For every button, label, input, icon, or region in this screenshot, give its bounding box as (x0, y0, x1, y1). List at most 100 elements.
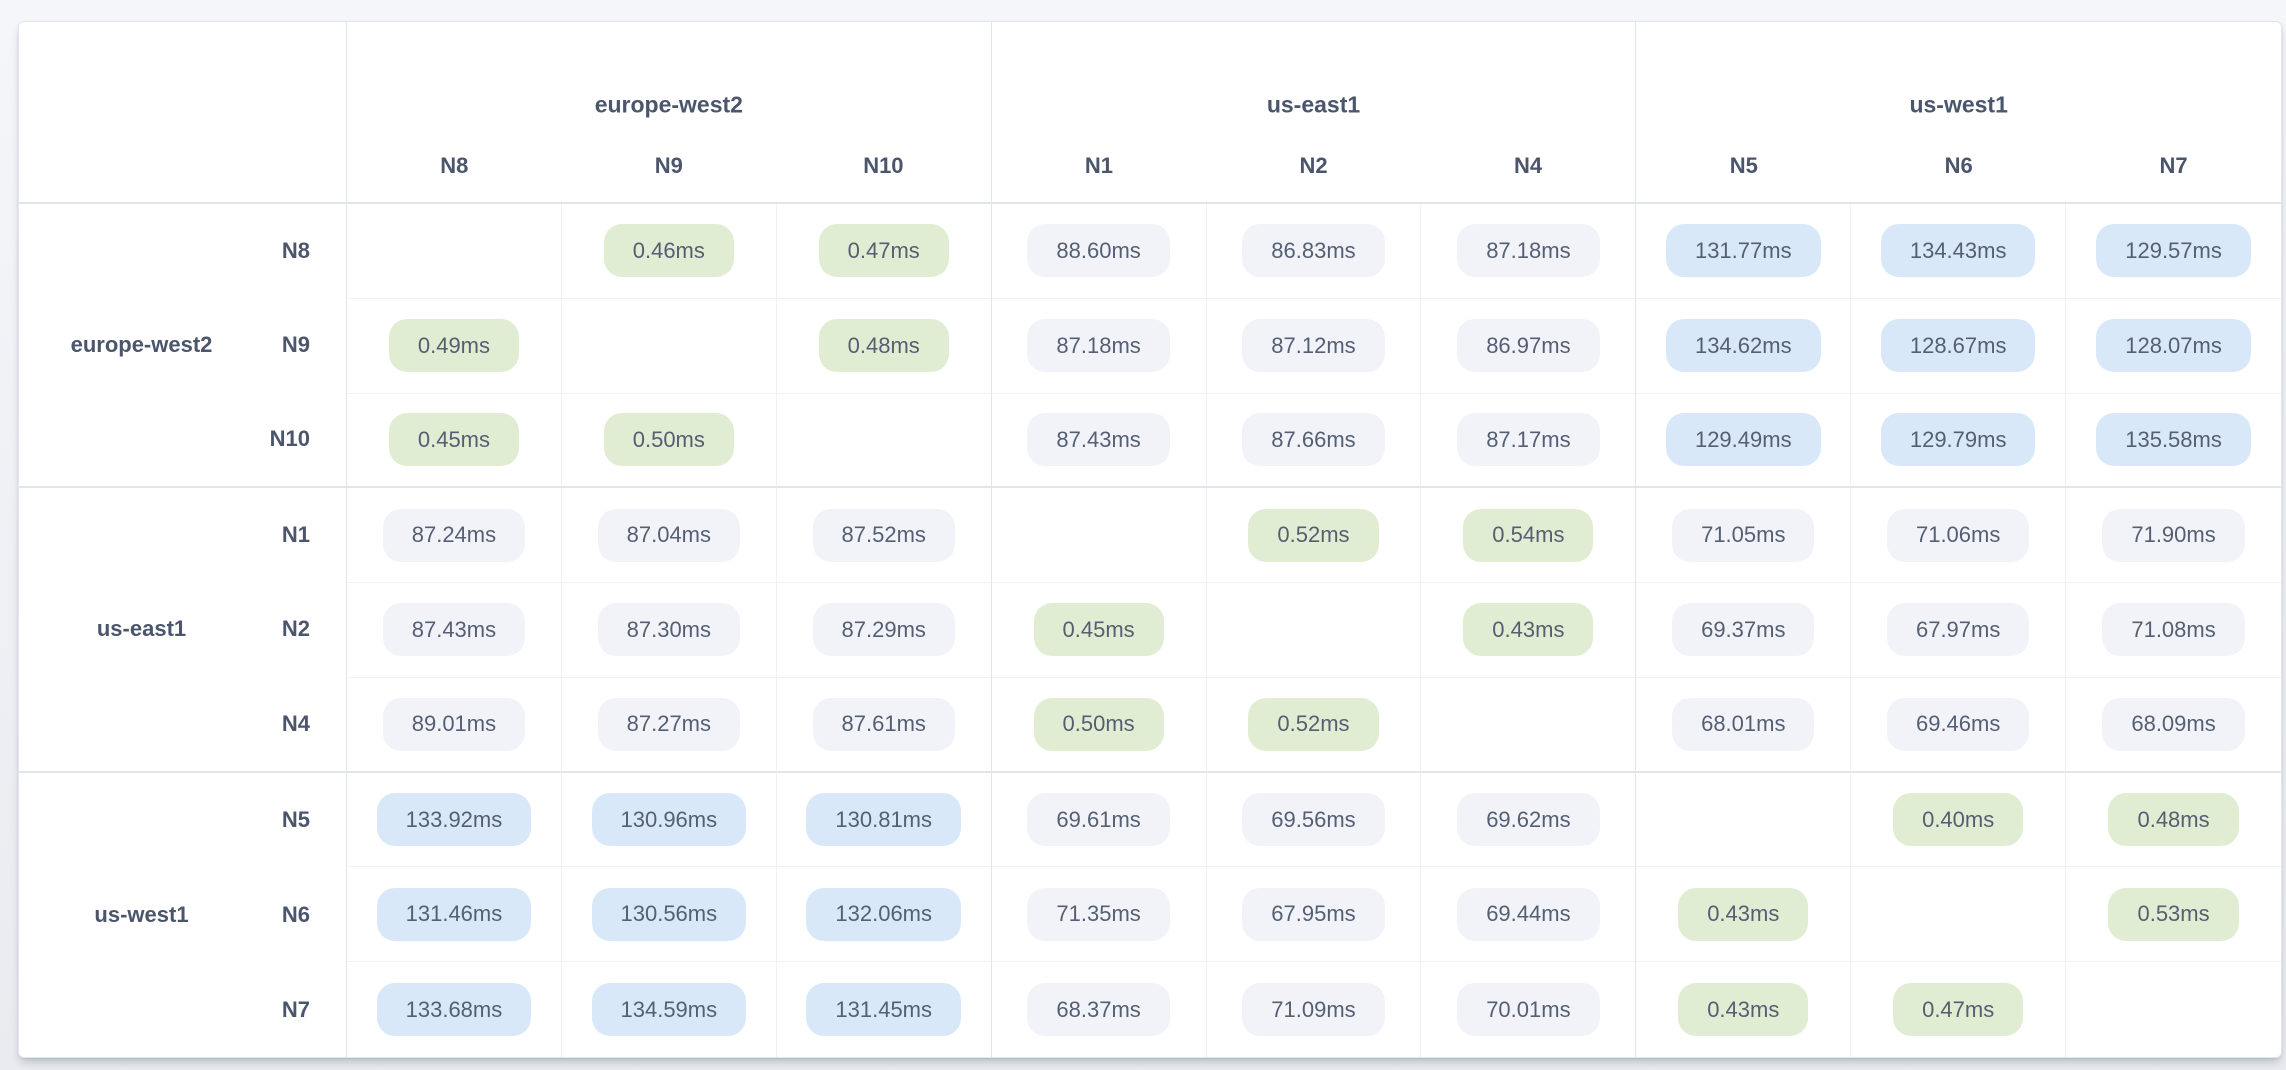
latency-pill[interactable]: 87.18ms (1457, 224, 1600, 278)
latency-cell: 134.62ms (1636, 298, 1852, 394)
latency-cell (1636, 772, 1852, 868)
latency-pill[interactable]: 133.92ms (376, 793, 532, 847)
latency-pill[interactable]: 68.37ms (1027, 983, 1170, 1037)
node-labels: N5 N6 N7 (1636, 153, 2281, 179)
latency-pill[interactable]: 0.40ms (1893, 793, 2024, 847)
latency-pill[interactable]: 0.43ms (1678, 887, 1809, 941)
latency-pill[interactable]: 87.24ms (382, 508, 526, 562)
latency-pill[interactable]: 0.45ms (388, 413, 520, 467)
latency-pill[interactable]: 131.46ms (376, 887, 532, 941)
latency-pill[interactable]: 87.43ms (382, 603, 526, 657)
latency-pill[interactable]: 71.90ms (2102, 508, 2245, 562)
latency-pill[interactable]: 0.49ms (388, 319, 520, 373)
column-group-header: us-west1 N5 N6 N7 (1636, 22, 2281, 204)
latency-pill[interactable]: 0.47ms (1893, 983, 2024, 1037)
latency-pill[interactable]: 87.04ms (597, 508, 741, 562)
latency-pill[interactable]: 86.97ms (1457, 319, 1600, 373)
latency-pill[interactable]: 129.57ms (2096, 224, 2251, 278)
latency-pill[interactable]: 71.05ms (1672, 508, 1815, 562)
latency-cell: 135.58ms (2066, 394, 2281, 489)
latency-cell: 131.45ms (777, 962, 992, 1057)
latency-pill[interactable]: 68.09ms (2102, 697, 2245, 751)
latency-pill[interactable]: 131.45ms (806, 983, 962, 1037)
latency-pill[interactable]: 69.56ms (1242, 793, 1385, 847)
row-node-label: N8 (281, 238, 310, 264)
latency-cell: 67.97ms (1851, 583, 2067, 678)
latency-cell: 128.07ms (2066, 299, 2281, 394)
latency-pill[interactable]: 69.37ms (1672, 603, 1815, 657)
latency-pill[interactable]: 128.67ms (1880, 319, 2036, 373)
latency-cell: 0.53ms (2066, 867, 2281, 963)
latency-cell: 134.59ms (562, 962, 777, 1057)
latency-pill[interactable]: 0.43ms (1463, 603, 1594, 657)
latency-pill[interactable]: 87.29ms (812, 603, 955, 657)
latency-pill[interactable]: 71.35ms (1027, 887, 1170, 941)
latency-pill[interactable]: 134.43ms (1880, 224, 2036, 278)
column-node-label: N7 (2159, 153, 2188, 178)
latency-pill[interactable]: 87.66ms (1242, 413, 1385, 467)
latency-cell: 68.37ms (992, 962, 1207, 1057)
latency-cell: 89.01ms (347, 677, 562, 773)
latency-cell: 0.45ms (347, 393, 562, 489)
latency-pill[interactable]: 71.09ms (1242, 983, 1385, 1037)
latency-pill[interactable]: 87.43ms (1027, 413, 1170, 467)
latency-pill[interactable]: 69.62ms (1457, 793, 1600, 847)
latency-pill[interactable]: 87.30ms (597, 603, 741, 657)
latency-pill[interactable]: 131.77ms (1665, 224, 1821, 278)
latency-cell: 130.56ms (561, 867, 777, 963)
latency-pill[interactable]: 67.95ms (1242, 887, 1385, 941)
latency-pill[interactable]: 0.53ms (2108, 887, 2239, 941)
latency-pill[interactable]: 134.59ms (591, 983, 747, 1037)
latency-pill[interactable]: 71.06ms (1886, 508, 2030, 562)
column-node-label: N5 (1729, 153, 1758, 178)
latency-cell: 129.79ms (1851, 393, 2067, 489)
latency-pill[interactable]: 0.50ms (603, 413, 734, 467)
latency-cell: 87.12ms (1206, 298, 1422, 394)
latency-pill[interactable]: 0.45ms (1033, 603, 1164, 657)
latency-pill[interactable]: 128.07ms (2096, 319, 2251, 373)
latency-pill[interactable]: 87.52ms (812, 508, 955, 562)
latency-pill[interactable]: 88.60ms (1027, 224, 1170, 278)
latency-pill[interactable]: 89.01ms (382, 697, 526, 751)
latency-pill[interactable]: 134.62ms (1665, 319, 1821, 373)
row-node-label: N9 (281, 332, 310, 358)
latency-pill[interactable]: 0.50ms (1033, 697, 1164, 751)
latency-pill[interactable]: 132.06ms (806, 887, 962, 941)
latency-pill[interactable]: 69.46ms (1886, 697, 2030, 751)
latency-pill[interactable]: 87.17ms (1457, 413, 1600, 467)
latency-pill[interactable]: 69.44ms (1457, 887, 1600, 941)
latency-pill[interactable]: 67.97ms (1886, 603, 2030, 657)
node-labels: N8 N9 N10 (347, 153, 991, 179)
row-node-label: N10 (269, 426, 310, 452)
latency-pill[interactable]: 130.96ms (591, 793, 747, 847)
latency-pill[interactable]: 130.81ms (806, 793, 962, 847)
latency-pill[interactable]: 87.61ms (812, 697, 955, 751)
latency-pill[interactable]: 71.08ms (2102, 603, 2245, 657)
latency-pill[interactable]: 87.12ms (1242, 319, 1385, 373)
latency-pill[interactable]: 135.58ms (2096, 413, 2251, 467)
latency-pill[interactable]: 0.43ms (1678, 983, 1809, 1037)
latency-pill[interactable]: 130.56ms (591, 887, 747, 941)
latency-pill[interactable]: 70.01ms (1457, 983, 1600, 1037)
latency-pill[interactable]: 0.48ms (2108, 793, 2239, 847)
latency-pill[interactable]: 129.49ms (1665, 413, 1821, 467)
column-group-header: us-east1 N1 N2 N4 (991, 22, 1637, 204)
latency-cell: 71.06ms (1851, 488, 2067, 584)
latency-pill[interactable]: 0.48ms (818, 319, 949, 373)
latency-pill[interactable]: 86.83ms (1242, 224, 1385, 278)
latency-pill[interactable]: 129.79ms (1880, 413, 2036, 467)
latency-pill[interactable]: 133.68ms (376, 983, 532, 1037)
latency-pill[interactable]: 0.47ms (818, 224, 949, 278)
latency-pill[interactable]: 68.01ms (1672, 697, 1815, 751)
latency-pill[interactable]: 87.27ms (597, 697, 741, 751)
latency-pill[interactable]: 0.52ms (1248, 697, 1379, 751)
latency-pill[interactable]: 0.46ms (603, 224, 734, 278)
latency-pill[interactable]: 69.61ms (1027, 793, 1170, 847)
latency-pill[interactable]: 87.18ms (1027, 319, 1170, 373)
latency-cell: 0.45ms (991, 583, 1207, 678)
latency-pill[interactable]: 0.52ms (1248, 508, 1379, 562)
latency-cell: 133.92ms (347, 772, 562, 868)
row-node-label: N2 (281, 616, 310, 642)
latency-cell: 69.61ms (991, 772, 1207, 868)
latency-pill[interactable]: 0.54ms (1463, 508, 1594, 562)
